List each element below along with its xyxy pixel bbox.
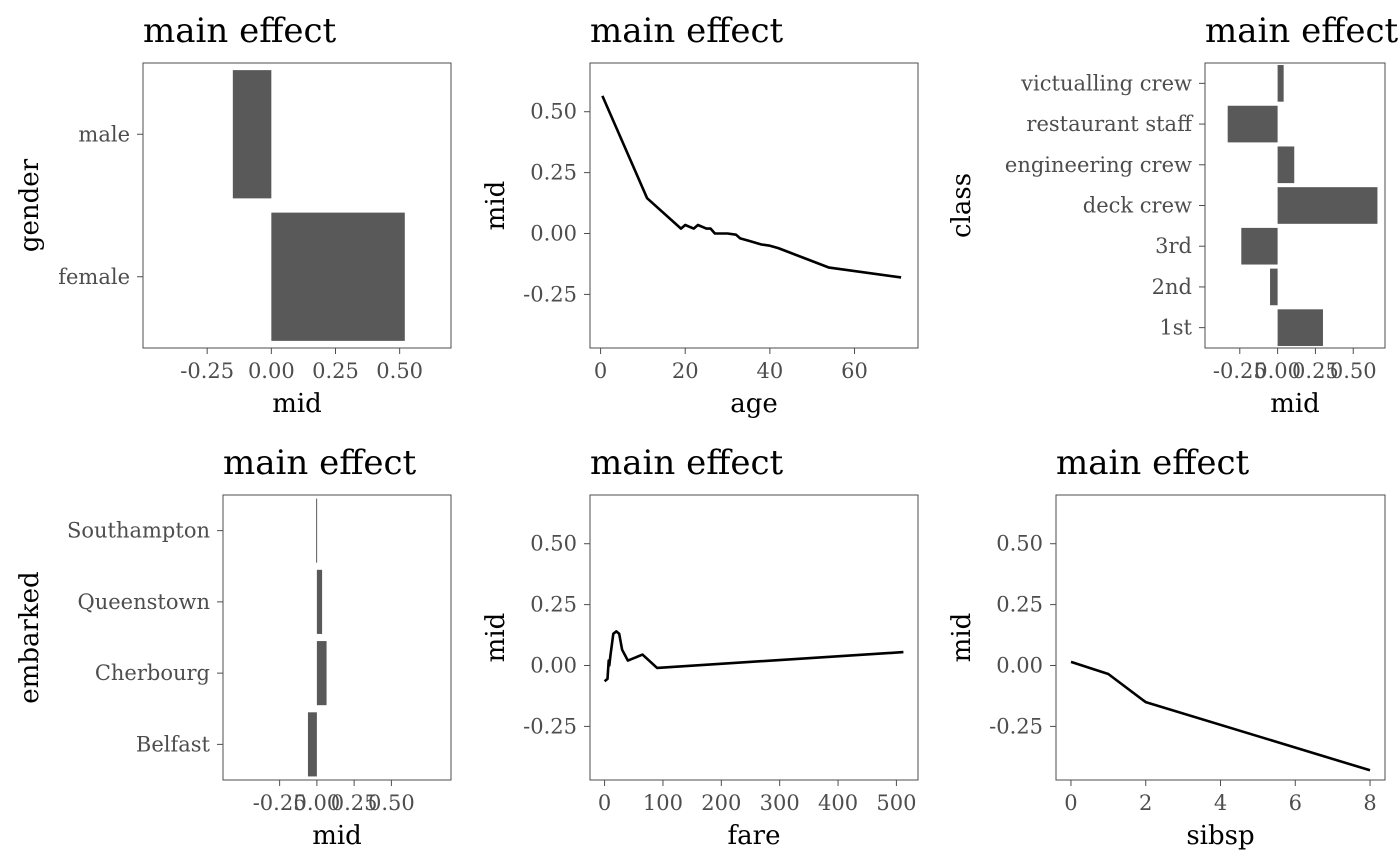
y-tick-label: restaurant staff <box>1026 112 1194 136</box>
panel-title: main effect <box>590 11 784 51</box>
x-axis-title: age <box>730 389 778 419</box>
effect-line <box>603 630 904 683</box>
panel-frame <box>222 494 452 781</box>
y-tick-label: -0.25 <box>989 714 1043 738</box>
x-tick-label: 0.50 <box>368 791 415 815</box>
panel-6: main effect 0 2 4 6 8 sibsp mid -0.25 0.00 0.25 0.5… <box>947 443 1386 851</box>
x-tick-label: 4 <box>1214 791 1227 815</box>
y-axis-title: mid <box>481 181 511 231</box>
x-tick-label: 2 <box>1139 791 1152 815</box>
effect-line <box>601 95 902 279</box>
x-tick-label: 0.25 <box>1292 359 1339 383</box>
panel-frame <box>589 494 919 781</box>
panel-title: main effect <box>590 443 784 483</box>
y-tick-label: victualling crew <box>1020 71 1192 95</box>
panel-title: main effect <box>143 11 337 51</box>
x-tick-label: 60 <box>841 359 868 383</box>
panel-3: main effect -0.250.000.250.50 mid class 1st 2… <box>947 11 1399 419</box>
x-tick-label: 8 <box>1363 791 1376 815</box>
y-tick-label: 0.25 <box>530 593 577 617</box>
y-tick-label: Cherbourg <box>95 661 210 685</box>
x-tick-label: 0.25 <box>312 359 359 383</box>
x-tick-label: 0.50 <box>376 359 423 383</box>
x-tick-label: 0 <box>1064 791 1077 815</box>
y-tick-label: deck crew <box>1083 194 1192 218</box>
y-axis-title: gender <box>15 158 45 252</box>
x-axis-title: sibsp <box>1186 821 1254 851</box>
y-tick-label: 0.25 <box>996 593 1043 617</box>
y-tick-label: engineering crew <box>1005 153 1192 177</box>
panel-2: main effect 0 20 40 60 age mid -0.25 0.00 0.25 0.5… <box>481 11 919 419</box>
x-tick-label: 0.50 <box>1330 359 1377 383</box>
x-tick-label: 40 <box>757 359 784 383</box>
bar-southampton <box>316 498 318 563</box>
x-axis-title: fare <box>728 821 781 851</box>
bar-2nd <box>1270 268 1278 306</box>
x-tick-label: 300 <box>760 791 800 815</box>
bar-deck-crew <box>1277 187 1378 224</box>
y-tick-label: 0.50 <box>530 532 577 556</box>
panel-1: main effect -0.25 0.00 0.25 0.50 mid gender fem… <box>15 11 452 419</box>
bar-1st <box>1277 309 1323 346</box>
bar-engineering-crew <box>1277 146 1295 184</box>
y-axis-title: embarked <box>15 571 45 703</box>
bar-belfast <box>307 712 317 777</box>
y-tick-label: 3rd <box>1155 234 1192 258</box>
x-tick-label: 100 <box>643 791 683 815</box>
effect-line <box>1070 660 1371 772</box>
bar-male <box>232 70 272 199</box>
x-axis-title: mid <box>272 389 322 419</box>
x-tick-label: -0.25 <box>180 359 234 383</box>
y-axis-title: mid <box>481 613 511 663</box>
panel-title: main effect <box>1056 443 1250 483</box>
y-tick-label: Queenstown <box>78 590 210 614</box>
x-tick-label: 6 <box>1289 791 1302 815</box>
x-axis-title: mid <box>1270 389 1320 419</box>
x-tick-label: 0 <box>598 791 611 815</box>
y-tick-label: 0.00 <box>530 654 577 678</box>
panel-frame <box>1055 494 1386 781</box>
bar-female <box>271 212 405 341</box>
x-tick-label: 0.25 <box>331 791 378 815</box>
x-tick-label: 0.00 <box>293 791 340 815</box>
x-tick-label: -0.25 <box>1213 359 1267 383</box>
x-tick-label: 20 <box>672 359 699 383</box>
y-tick-label: -0.25 <box>523 714 577 738</box>
y-axis-title: class <box>947 173 977 238</box>
y-tick-label: -0.25 <box>523 282 577 306</box>
y-axis-title: mid <box>947 613 977 663</box>
x-tick-label: 0.00 <box>248 359 295 383</box>
bar-queenstown <box>316 569 323 634</box>
y-tick-label: 0.50 <box>530 100 577 124</box>
bar-victualling-crew <box>1277 65 1284 102</box>
x-tick-label: 0 <box>594 359 607 383</box>
panel-5: main effect 0 100 200 300 400 500 fare mid -0.25 0… <box>481 443 919 851</box>
y-tick-label: 0.00 <box>530 222 577 246</box>
y-tick-label: 2nd <box>1152 275 1192 299</box>
panel-frame <box>142 62 452 349</box>
x-tick-label: 400 <box>818 791 858 815</box>
y-tick-label: Belfast <box>136 732 211 756</box>
bar-cherbourg <box>316 641 327 706</box>
y-tick-label: female <box>58 265 130 289</box>
x-tick-label: -0.25 <box>253 791 307 815</box>
x-axis-title: mid <box>312 821 362 851</box>
bar-3rd <box>1241 227 1278 265</box>
bar-restaurant-staff <box>1227 105 1278 143</box>
y-tick-label: Southampton <box>67 519 210 543</box>
x-tick-label: 0.00 <box>1254 359 1301 383</box>
x-tick-label: 500 <box>876 791 916 815</box>
y-tick-label: 0.00 <box>996 654 1043 678</box>
y-tick-label: male <box>78 122 130 146</box>
y-tick-label: 0.50 <box>996 532 1043 556</box>
panel-title: main effect <box>1205 11 1399 51</box>
panel-frame <box>589 62 919 349</box>
x-tick-label: 200 <box>701 791 741 815</box>
y-tick-label: 1st <box>1159 316 1192 340</box>
panel-title: main effect <box>223 443 417 483</box>
y-tick-label: 0.25 <box>530 161 577 185</box>
